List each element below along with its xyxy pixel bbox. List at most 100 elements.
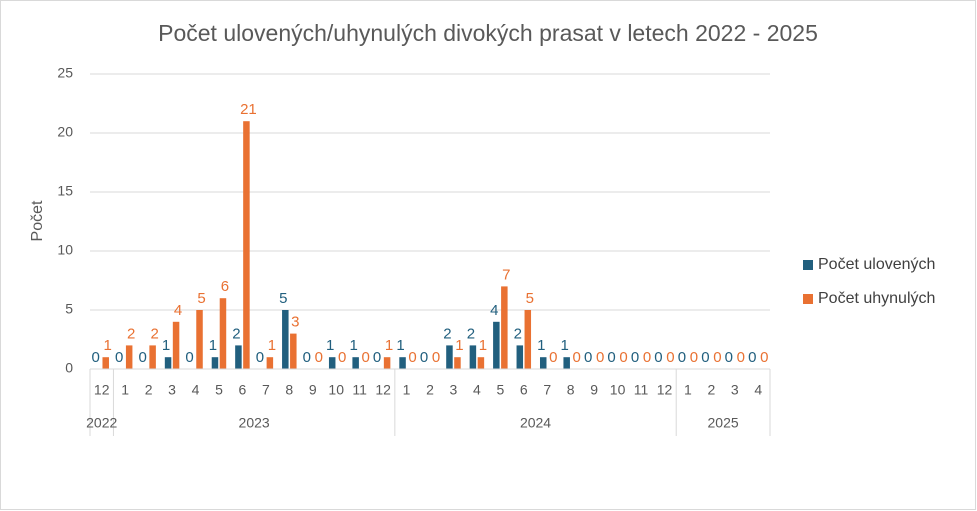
x-tick-label: 8 bbox=[285, 382, 293, 398]
data-label: 0 bbox=[338, 349, 346, 366]
data-label: 0 bbox=[690, 349, 698, 366]
x-tick-label: 4 bbox=[473, 382, 481, 398]
data-label: 0 bbox=[373, 349, 381, 366]
y-tick-label: 15 bbox=[57, 183, 73, 199]
x-tick-label: 2 bbox=[707, 382, 715, 398]
x-tick-label: 5 bbox=[496, 382, 504, 398]
bar bbox=[493, 321, 500, 369]
x-tick-label: 11 bbox=[352, 382, 367, 398]
y-tick-label: 25 bbox=[57, 65, 73, 81]
x-tick-label: 4 bbox=[754, 382, 762, 398]
bar bbox=[172, 321, 180, 369]
data-label: 4 bbox=[174, 302, 182, 319]
data-label: 0 bbox=[725, 349, 733, 366]
data-label: 1 bbox=[104, 337, 112, 354]
data-label: 0 bbox=[737, 349, 745, 366]
bar bbox=[454, 357, 461, 369]
data-label: 0 bbox=[631, 349, 639, 366]
data-label: 2 bbox=[443, 325, 451, 342]
bar bbox=[469, 345, 477, 369]
y-tick-label: 10 bbox=[57, 242, 73, 258]
bar bbox=[266, 357, 274, 369]
bar bbox=[524, 310, 532, 369]
data-label: 0 bbox=[549, 349, 557, 366]
data-label: 0 bbox=[92, 349, 100, 366]
bar bbox=[539, 357, 547, 369]
data-label: 0 bbox=[408, 349, 416, 366]
bar bbox=[477, 357, 485, 369]
data-label: 0 bbox=[713, 349, 721, 366]
x-tick-label: 6 bbox=[239, 382, 247, 398]
x-tick-label: 10 bbox=[610, 382, 626, 398]
y-tick-label: 0 bbox=[65, 360, 73, 376]
data-label: 0 bbox=[584, 349, 592, 366]
data-label: 4 bbox=[490, 302, 498, 319]
data-label: 5 bbox=[279, 290, 287, 307]
bar bbox=[290, 333, 297, 369]
bar bbox=[125, 345, 133, 369]
data-label: 0 bbox=[256, 349, 264, 366]
data-label: 0 bbox=[748, 349, 756, 366]
data-label: 0 bbox=[573, 349, 581, 366]
x-tick-label: 8 bbox=[567, 382, 575, 398]
bar bbox=[243, 121, 250, 369]
bar bbox=[196, 310, 203, 369]
data-label: 1 bbox=[537, 337, 545, 354]
y-axis-label: Počet bbox=[29, 200, 46, 241]
x-tick-label: 6 bbox=[520, 382, 528, 398]
data-label: 0 bbox=[115, 349, 123, 366]
data-label: 2 bbox=[127, 325, 135, 342]
bar bbox=[383, 357, 391, 369]
bar bbox=[102, 357, 109, 369]
data-label: 0 bbox=[701, 349, 709, 366]
data-label: 0 bbox=[303, 349, 311, 366]
data-label: 0 bbox=[666, 349, 674, 366]
bar bbox=[446, 345, 453, 369]
data-label: 0 bbox=[643, 349, 651, 366]
legend-swatch bbox=[803, 294, 813, 304]
bar bbox=[501, 286, 508, 369]
data-label: 2 bbox=[514, 325, 522, 342]
y-tick-label: 5 bbox=[65, 301, 73, 317]
data-label: 0 bbox=[619, 349, 627, 366]
bar bbox=[352, 357, 359, 369]
data-label: 1 bbox=[455, 337, 463, 354]
data-label: 1 bbox=[349, 337, 357, 354]
bar bbox=[399, 357, 406, 369]
data-label: 0 bbox=[361, 349, 369, 366]
data-label: 2 bbox=[150, 325, 158, 342]
data-label: 7 bbox=[502, 266, 510, 283]
y-tick-label: 20 bbox=[57, 124, 73, 140]
data-label: 3 bbox=[291, 314, 299, 331]
x-group-label: 2024 bbox=[520, 415, 551, 431]
legend-label: Počet ulovených bbox=[818, 256, 935, 273]
data-label: 1 bbox=[162, 337, 170, 354]
data-label: 2 bbox=[232, 325, 240, 342]
x-tick-label: 1 bbox=[684, 382, 692, 398]
x-tick-label: 3 bbox=[731, 382, 739, 398]
x-tick-label: 1 bbox=[121, 382, 129, 398]
bar bbox=[211, 357, 219, 369]
x-tick-label: 2 bbox=[426, 382, 434, 398]
x-tick-label: 11 bbox=[634, 382, 649, 398]
chart-title: Počet ulovených/uhynulých divokých prasa… bbox=[158, 20, 818, 46]
bar bbox=[164, 357, 172, 369]
x-tick-label: 9 bbox=[590, 382, 598, 398]
legend-swatch bbox=[803, 260, 813, 270]
data-label: 5 bbox=[526, 290, 534, 307]
x-tick-label: 2 bbox=[145, 382, 153, 398]
data-label: 0 bbox=[760, 349, 768, 366]
data-label: 1 bbox=[385, 337, 393, 354]
x-tick-label: 7 bbox=[543, 382, 551, 398]
data-label: 0 bbox=[138, 349, 146, 366]
data-label: 0 bbox=[420, 349, 428, 366]
data-label: 5 bbox=[197, 290, 205, 307]
data-label: 1 bbox=[326, 337, 334, 354]
data-label: 0 bbox=[432, 349, 440, 366]
bar bbox=[516, 345, 524, 369]
bar bbox=[149, 345, 156, 369]
bar bbox=[235, 345, 242, 369]
data-label: 21 bbox=[240, 101, 257, 118]
